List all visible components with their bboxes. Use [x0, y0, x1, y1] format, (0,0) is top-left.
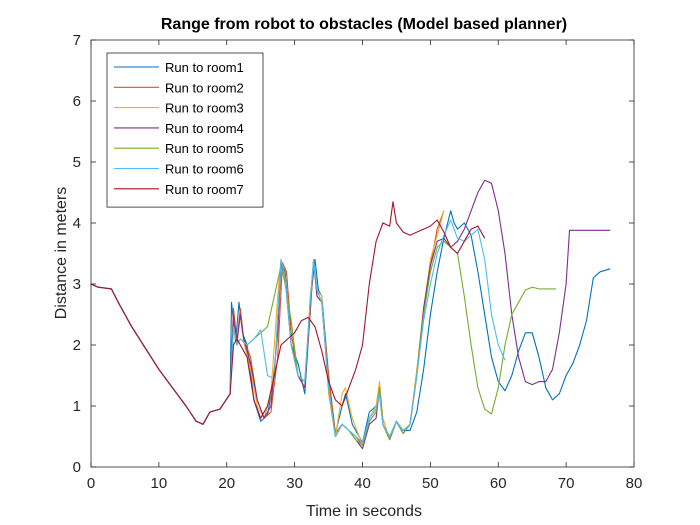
plot-area: 0 10 20 30 40 50 60 70 80 0 1 2 3 4 5 6 7 — [73, 32, 643, 492]
x-tick-label: 20 — [218, 475, 235, 492]
y-tick-label: 4 — [73, 215, 81, 232]
y-tick-label: 5 — [73, 154, 81, 171]
x-tick-label: 70 — [558, 475, 575, 492]
x-tick-label: 40 — [354, 475, 371, 492]
x-tick-label: 10 — [151, 475, 168, 492]
legend-entry-label: Run to room1 — [165, 60, 244, 75]
legend-entry-label: Run to room3 — [165, 101, 244, 116]
y-tick-label: 2 — [73, 337, 81, 354]
y-tick-label: 1 — [73, 398, 81, 415]
x-tick-label: 50 — [422, 475, 439, 492]
series-lines — [90, 179, 611, 450]
legend-entry-label: Run to room7 — [165, 182, 244, 197]
x-axis-ticks: 0 10 20 30 40 50 60 70 80 — [87, 40, 643, 492]
y-axis-ticks: 0 1 2 3 4 5 6 7 — [73, 32, 634, 476]
legend-entry-label: Run to room5 — [165, 141, 244, 156]
y-tick-label: 3 — [73, 276, 81, 293]
x-tick-label: 0 — [87, 475, 95, 492]
series-line-7 — [90, 201, 486, 425]
legend-entry-label: Run to room2 — [165, 80, 244, 95]
y-axis-label: Distance in meters — [53, 187, 70, 320]
x-tick-label: 60 — [490, 475, 507, 492]
legend-entry-label: Run to room6 — [165, 162, 244, 177]
x-tick-label: 80 — [626, 475, 643, 492]
y-tick-label: 0 — [73, 459, 81, 476]
y-tick-label: 7 — [73, 32, 81, 49]
y-tick-label: 6 — [73, 93, 81, 110]
x-tick-label: 30 — [286, 475, 303, 492]
legend-entry-label: Run to room4 — [165, 121, 244, 136]
legend-box — [106, 52, 264, 208]
x-axis-label: Time in seconds — [306, 503, 422, 520]
legend: Run to room1 Run to room2 Run to room3 Run … — [106, 52, 264, 208]
chart-title: Range from robot to obstacles (Model bas… — [161, 16, 567, 33]
